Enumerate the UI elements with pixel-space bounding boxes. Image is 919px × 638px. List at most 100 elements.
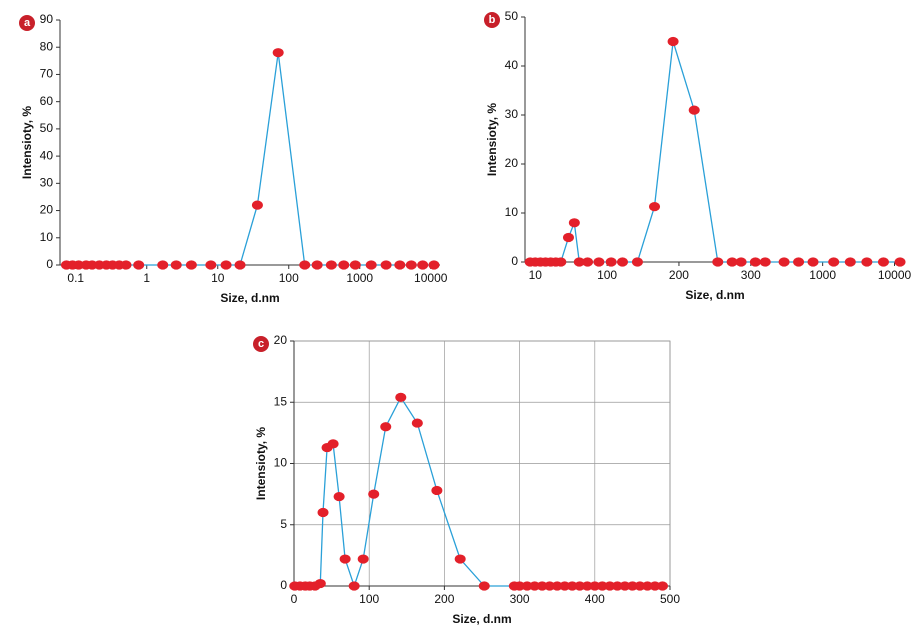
data-point (604, 581, 616, 591)
data-point (877, 257, 889, 267)
data-point (339, 554, 351, 564)
x-tick-label: 200 (434, 592, 454, 606)
data-point (365, 260, 377, 270)
data-point (205, 260, 217, 270)
data-point (593, 257, 605, 267)
data-point (551, 581, 563, 591)
y-tick-label: 40 (40, 148, 54, 162)
y-tick-label: 5 (280, 517, 287, 531)
x-axis-title: Size, d.nm (685, 288, 744, 302)
data-point (616, 257, 628, 267)
y-tick-label: 10 (505, 205, 519, 219)
x-tick-label: 10 (529, 268, 543, 282)
panel-badge (484, 12, 500, 28)
panel-label: c (258, 338, 264, 350)
y-tick-label: 30 (40, 176, 54, 190)
x-tick-label: 1000 (346, 271, 373, 285)
data-point (828, 257, 840, 267)
y-axis-title: Intensioty, % (485, 103, 499, 176)
data-point (394, 260, 406, 270)
data-point (611, 581, 623, 591)
data-point (454, 554, 466, 564)
data-point (251, 200, 263, 210)
data-point (317, 507, 329, 518)
chart-panel: 0 10 20 30 40 50 60 70 80 90 0.1 1 10 100 1000 10000 Siz… (19, 12, 448, 305)
y-tick-label: 70 (40, 67, 54, 81)
data-point (793, 257, 805, 267)
y-axis-title: Intensioty, % (20, 106, 34, 179)
data-point (185, 260, 197, 270)
data-point (726, 257, 738, 267)
data-point (568, 218, 580, 228)
y-tick-label: 60 (40, 94, 54, 108)
x-tick-label: 0.1 (67, 271, 84, 285)
y-tick-label: 20 (274, 333, 288, 347)
data-point (120, 260, 132, 270)
y-tick-label: 80 (40, 39, 54, 53)
y-tick-label: 20 (505, 156, 519, 170)
data-point (405, 260, 417, 270)
data-point (619, 581, 631, 591)
x-tick-label: 300 (741, 268, 761, 282)
data-point (574, 581, 586, 591)
data-line (66, 52, 434, 266)
data-point (368, 489, 380, 499)
data-point (634, 581, 646, 591)
data-point (170, 260, 182, 270)
y-tick-label: 90 (40, 12, 54, 26)
y-tick-label: 20 (40, 203, 54, 217)
data-point (272, 48, 284, 58)
data-point (631, 257, 643, 267)
data-point (573, 257, 585, 267)
x-axis-title: Size, d.nm (452, 612, 511, 626)
y-axis-title: Intensioty, % (254, 427, 268, 500)
data-point (712, 257, 724, 267)
data-point (778, 257, 790, 267)
data-point (380, 422, 392, 432)
data-point (411, 418, 423, 428)
y-tick-label: 15 (274, 394, 288, 408)
data-point (582, 257, 594, 267)
data-point (596, 581, 608, 591)
data-point (649, 202, 661, 212)
data-point (759, 257, 771, 267)
x-tick-label: 1 (143, 271, 150, 285)
data-point (314, 578, 326, 589)
data-point (649, 581, 661, 591)
data-point (581, 581, 593, 591)
data-point (521, 581, 533, 591)
data-point (234, 260, 246, 270)
data-point (559, 581, 571, 591)
data-point (338, 260, 350, 270)
data-point (555, 257, 567, 267)
data-point (478, 581, 490, 591)
data-point (656, 581, 668, 591)
x-tick-label: 0 (291, 592, 298, 606)
data-point (562, 232, 574, 243)
data-point (395, 392, 407, 402)
x-tick-label: 100 (359, 592, 379, 606)
panel-badge (253, 336, 269, 352)
y-tick-label: 0 (511, 254, 518, 268)
data-point (688, 105, 700, 115)
data-point (529, 581, 541, 591)
data-point (380, 260, 392, 270)
data-point (544, 581, 556, 591)
data-point (357, 554, 369, 564)
data-point (641, 581, 653, 591)
data-point (220, 260, 232, 270)
data-point (514, 581, 526, 591)
data-point (589, 581, 601, 591)
data-point (807, 257, 819, 267)
data-point (566, 581, 578, 591)
y-tick-label: 40 (505, 58, 519, 72)
panel-label: a (24, 17, 31, 29)
data-point (311, 260, 323, 270)
x-tick-label: 10000 (878, 268, 912, 282)
data-point (605, 257, 617, 267)
data-point (735, 257, 747, 267)
x-tick-label: 200 (669, 268, 689, 282)
y-tick-label: 0 (46, 257, 53, 271)
